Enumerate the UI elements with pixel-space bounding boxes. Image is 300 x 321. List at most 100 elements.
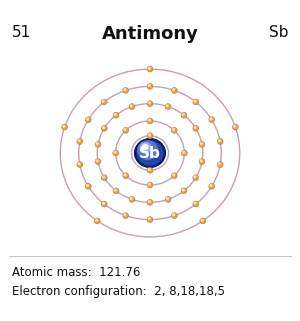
Ellipse shape [141,144,159,161]
Circle shape [101,99,107,105]
Ellipse shape [137,141,163,165]
Ellipse shape [138,142,162,164]
Circle shape [217,162,223,168]
Ellipse shape [140,144,160,162]
Circle shape [123,127,129,133]
Circle shape [172,213,177,219]
Ellipse shape [149,152,151,153]
Circle shape [194,100,196,102]
Circle shape [94,218,100,224]
Ellipse shape [142,144,148,150]
Circle shape [182,150,187,156]
Circle shape [95,142,101,147]
Ellipse shape [143,146,157,160]
Circle shape [62,124,68,130]
Circle shape [166,197,168,200]
Circle shape [129,104,135,109]
Ellipse shape [144,148,156,158]
Circle shape [199,159,205,164]
Circle shape [165,104,171,109]
Circle shape [148,169,150,170]
Circle shape [147,133,153,139]
Circle shape [130,197,132,200]
Ellipse shape [140,143,160,162]
Circle shape [166,105,168,107]
Circle shape [78,140,80,142]
Circle shape [172,174,175,176]
Ellipse shape [149,152,151,154]
Circle shape [172,214,175,216]
Ellipse shape [138,142,162,164]
Circle shape [114,151,116,153]
Circle shape [113,150,118,156]
Circle shape [113,188,119,194]
Circle shape [123,213,128,219]
Circle shape [194,176,196,178]
Circle shape [172,88,177,93]
Ellipse shape [142,145,158,160]
Circle shape [210,118,212,120]
Text: 51: 51 [12,25,31,40]
Circle shape [171,127,177,133]
Text: Antimony: Antimony [102,25,198,43]
Circle shape [148,134,150,136]
Circle shape [183,151,184,153]
Circle shape [85,183,91,189]
Ellipse shape [140,143,160,163]
Ellipse shape [137,141,163,165]
Circle shape [232,124,238,130]
Circle shape [101,201,107,207]
Circle shape [148,67,150,69]
Circle shape [124,174,126,176]
Circle shape [148,102,150,104]
Circle shape [209,183,214,189]
Circle shape [86,118,88,120]
Circle shape [101,126,107,131]
Ellipse shape [137,141,163,165]
Circle shape [114,113,116,116]
Circle shape [103,126,105,128]
Circle shape [194,126,196,128]
Circle shape [129,196,135,202]
Ellipse shape [146,150,154,156]
Ellipse shape [142,146,158,160]
Circle shape [147,66,153,72]
Circle shape [147,118,153,124]
Circle shape [201,219,203,221]
Circle shape [85,117,91,123]
Ellipse shape [148,152,152,154]
Text: Electron configuration:  2, 8,18,18,5: Electron configuration: 2, 8,18,18,5 [12,285,225,298]
Circle shape [171,173,177,178]
Circle shape [218,140,220,142]
Text: Sb: Sb [139,145,161,160]
Ellipse shape [135,139,165,167]
Circle shape [147,182,153,188]
Text: Sb: Sb [268,25,288,40]
Text: Atomic mass:  121.76: Atomic mass: 121.76 [12,266,140,279]
Circle shape [148,119,150,121]
Circle shape [130,105,132,107]
Circle shape [148,201,150,203]
Circle shape [147,101,153,107]
Circle shape [77,139,83,144]
Circle shape [193,201,199,207]
Circle shape [102,202,104,204]
Circle shape [181,188,187,194]
Circle shape [182,113,184,116]
Circle shape [217,139,223,144]
Circle shape [165,196,171,202]
Circle shape [123,88,128,93]
Circle shape [113,112,119,118]
Ellipse shape [143,147,157,159]
Circle shape [172,89,175,91]
Ellipse shape [145,148,155,158]
Circle shape [200,160,202,162]
Circle shape [147,199,153,205]
Circle shape [63,125,65,127]
Circle shape [172,128,175,131]
Circle shape [209,117,214,123]
Circle shape [194,202,196,204]
Ellipse shape [148,151,152,155]
Circle shape [218,163,220,165]
Circle shape [200,143,202,145]
